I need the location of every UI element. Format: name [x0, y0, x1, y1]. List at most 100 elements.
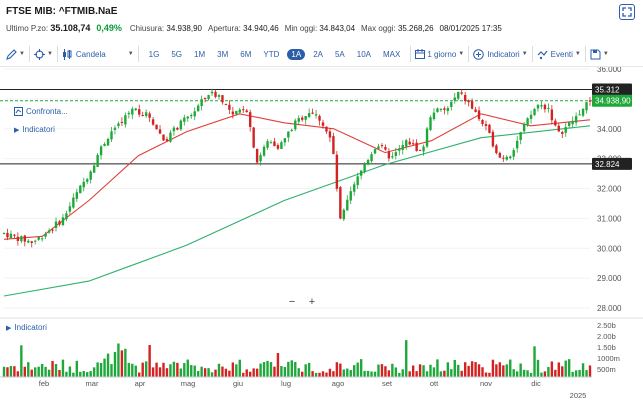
indicators-volume-label: Indicatori — [14, 323, 47, 332]
range-button-2a[interactable]: 2A — [313, 49, 323, 59]
candle-body — [144, 112, 148, 117]
range-selector: 1G 5G 1M 3M 6M YTD 1A 2A 5A 10A MAX — [143, 45, 407, 63]
volume-bar — [196, 371, 200, 377]
volume-bar — [6, 367, 9, 377]
candle-body — [124, 115, 127, 125]
candle-body — [418, 149, 422, 151]
range-button-5g[interactable]: 5G — [171, 49, 183, 59]
candle-body — [2, 232, 6, 234]
volume-bar — [138, 372, 141, 377]
volume-bar — [356, 362, 359, 377]
x-tick-label: set — [382, 379, 393, 388]
volume-bar — [72, 372, 75, 377]
crosshair-icon — [33, 48, 45, 60]
interval-select[interactable]: 1 giorno ▼ — [415, 45, 464, 63]
candle-body — [585, 102, 588, 111]
volume-bar — [183, 363, 186, 377]
volume-bar — [276, 352, 280, 377]
x-tick-label: apr — [135, 379, 146, 388]
indicators-button[interactable]: Indicatori ▼ — [473, 45, 528, 63]
zoom-in-button[interactable]: + — [308, 296, 316, 308]
volume-bar — [82, 370, 85, 377]
volume-bar — [23, 366, 27, 377]
volume-bar — [439, 371, 443, 377]
range-button-10a[interactable]: 10A — [356, 49, 372, 59]
draw-tool-button[interactable]: ▼ — [6, 45, 25, 63]
range-button-6m[interactable]: 6M — [240, 49, 252, 59]
zoom-out-button[interactable]: − — [288, 296, 296, 308]
range-button-1a[interactable]: 1A — [287, 48, 306, 60]
events-button[interactable]: Eventi ▼ — [537, 45, 581, 63]
save-button[interactable]: ▼ — [590, 45, 609, 63]
candle-body — [301, 117, 304, 120]
x-tick-label-year: 2025 — [570, 391, 587, 400]
candle-body — [297, 118, 300, 122]
candle-body — [460, 92, 463, 94]
price-level-label: 32.824 — [595, 160, 620, 169]
candle-body — [23, 235, 27, 242]
candle-body — [366, 159, 370, 165]
candle-body — [287, 131, 290, 138]
candle-body — [172, 127, 176, 132]
candle-body — [342, 209, 346, 220]
plus-circle-icon — [473, 48, 485, 60]
volume-bar — [585, 370, 588, 377]
range-button-1m[interactable]: 1M — [194, 49, 206, 59]
volume-bar — [193, 365, 196, 377]
toolbar-divider — [410, 46, 412, 62]
crosshair-button[interactable]: ▼ — [33, 45, 53, 63]
volume-tick-label: 2.50b — [597, 321, 616, 330]
candle-body — [186, 116, 189, 119]
candle-body — [495, 145, 498, 154]
candle-body — [540, 105, 543, 107]
volume-bar — [158, 367, 162, 377]
candle-body — [429, 117, 432, 130]
volume-bar — [547, 366, 550, 377]
indicators-toggle-top[interactable]: ▶ Indicatori — [14, 125, 55, 134]
events-label: Eventi — [550, 49, 573, 59]
candle-body — [131, 108, 134, 115]
chart-type-select[interactable]: Candela ▼ — [62, 45, 134, 63]
candle-body — [92, 165, 96, 173]
compare-link[interactable]: Confronta... — [14, 107, 68, 116]
candle-body — [391, 156, 394, 158]
candle-body — [470, 101, 474, 109]
volume-bar — [574, 370, 578, 377]
volume-bar — [363, 370, 366, 377]
price-level-label: 34.938,90 — [595, 97, 631, 106]
volume-bar — [446, 362, 450, 377]
volume-bar — [498, 362, 502, 377]
quote-timestamp: 08/01/2025 17:35 — [439, 24, 502, 33]
candle-body — [401, 145, 404, 150]
candle-body — [89, 171, 92, 180]
range-button-ytd[interactable]: YTD — [263, 49, 280, 59]
price-chart[interactable]: 36.00035.00034.00033.00032.00031.00030.0… — [0, 67, 643, 408]
volume-bar — [335, 362, 339, 377]
volume-bar — [460, 370, 463, 377]
range-button-5a[interactable]: 5A — [334, 49, 345, 59]
range-button-1g[interactable]: 1G — [148, 49, 160, 59]
range-button-max[interactable]: MAX — [383, 49, 401, 59]
range-button-3m[interactable]: 3M — [217, 49, 229, 59]
candle-body — [96, 155, 99, 167]
volume-bar — [370, 371, 373, 377]
volume-bar — [283, 366, 287, 377]
volume-bar — [512, 369, 515, 377]
candle-body — [290, 129, 293, 131]
candle-body — [439, 108, 443, 110]
indicators-toggle-volume[interactable]: ▶ Indicatori — [6, 323, 47, 332]
volume-bar — [144, 361, 148, 377]
volume-bar — [106, 353, 110, 377]
volume-bar — [297, 368, 300, 377]
candle-body — [436, 108, 439, 113]
chart-toolbar: ▼ ▼ Candela ▼ 1G 5G 1M 3M 6M YTD 1A 2A 5A 10A MAX … — [0, 44, 643, 64]
volume-bar — [79, 371, 82, 377]
expand-button[interactable] — [619, 4, 635, 20]
candle-body — [533, 108, 536, 116]
volume-bar — [422, 365, 425, 377]
volume-bar — [54, 364, 58, 377]
candle-body — [228, 104, 231, 110]
volume-bar — [86, 372, 89, 377]
volume-bar — [359, 359, 363, 377]
volume-bar — [342, 369, 346, 377]
